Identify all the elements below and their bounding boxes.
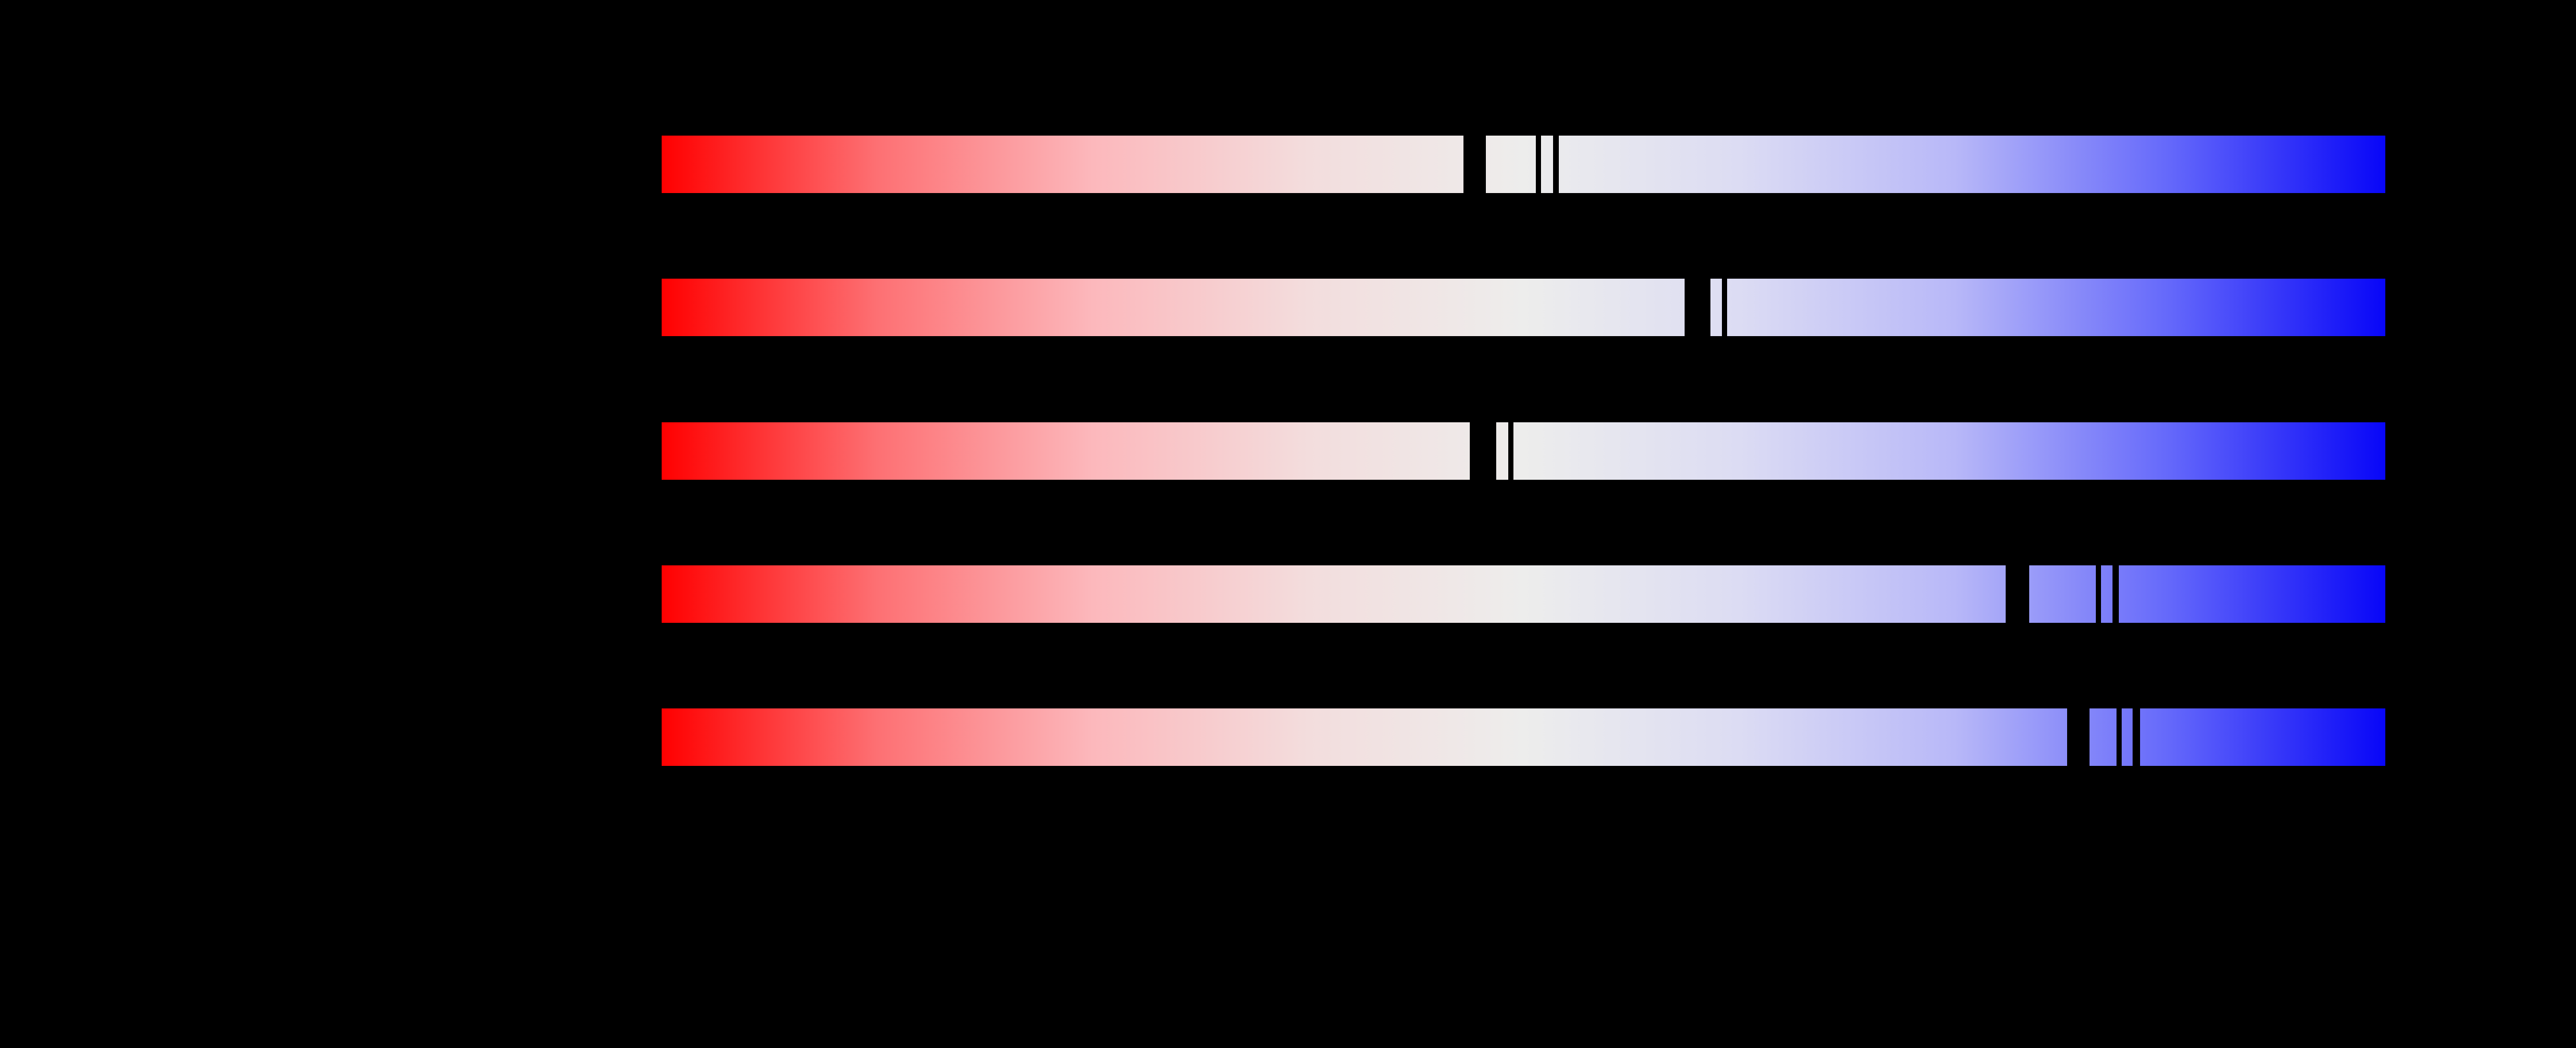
gradient-bar-row-1 [662,136,2385,193]
bar-2-thin-mark [1722,279,1727,336]
bar-5-thin-mark [2133,708,2140,766]
bar-5-thick-mark [2067,708,2090,766]
gradient-bar-row-5 [662,708,2385,766]
bar-5-thin-mark [2117,708,2122,766]
bar-4-thin-mark [2096,565,2101,623]
gradient-bar-row-2 [662,279,2385,336]
bar-4-thick-mark [2006,565,2029,623]
gradient-bar-row-3 [662,422,2385,480]
bar-2-thick-mark [1685,279,1710,336]
gradient-bar-row-4 [662,565,2385,623]
bar-1-thick-mark [1463,136,1486,193]
bar-3-thick-mark [1470,422,1496,480]
bar-4-thin-mark [2112,565,2119,623]
bar-3-thin-mark [1508,422,1513,480]
bar-1-thin-mark [1536,136,1541,193]
bar-1-thin-mark [1553,136,1559,193]
